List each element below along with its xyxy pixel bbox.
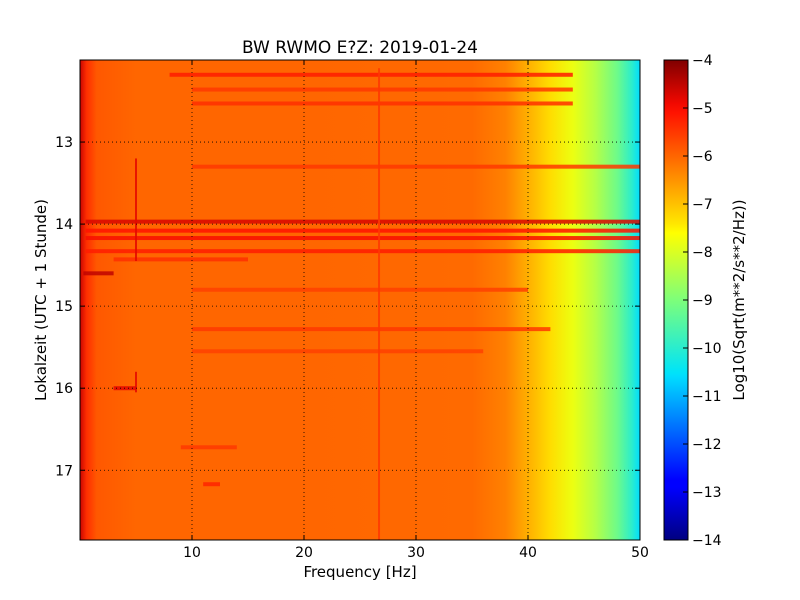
y-tick-label: 17 xyxy=(55,463,73,479)
spectrogram-vertical-line xyxy=(378,68,381,540)
colorbar-tick-label: −14 xyxy=(692,533,722,549)
spectrogram-band xyxy=(180,445,237,450)
y-tick-label: 13 xyxy=(55,135,73,151)
spectrogram-band xyxy=(83,271,114,276)
spectrogram-band xyxy=(113,257,248,262)
spectrogram-band xyxy=(85,219,640,224)
colorbar-tick-label: −13 xyxy=(692,485,722,501)
x-tick-label: 40 xyxy=(519,545,537,561)
grid-lines xyxy=(80,60,640,540)
colorbar-tick-label: −8 xyxy=(692,245,713,261)
y-axis-label: Lokalzeit (UTC + 1 Stunde) xyxy=(32,199,50,401)
colorbar-tick-label: −4 xyxy=(692,53,713,69)
x-axis-label: Frequency [Hz] xyxy=(303,563,416,581)
colorbar-label: Log10(Sqrt(m**2/s**2/Hz)) xyxy=(730,199,748,400)
y-axis-ticks: 13 14 15 16 17 xyxy=(55,135,640,479)
x-axis-ticks: 10 20 30 40 50 xyxy=(183,60,649,561)
chart-title: BW RWMO E?Z: 2019-01-24 xyxy=(242,38,478,58)
colorbar-tick-label: −6 xyxy=(692,149,713,165)
spectrogram-vertical-line xyxy=(135,158,137,262)
spectrogram-background xyxy=(80,60,640,540)
colorbar-tick-label: −7 xyxy=(692,197,713,213)
spectrogram-band xyxy=(85,249,640,254)
spectrogram-band xyxy=(192,327,551,332)
spectrogram-band xyxy=(85,236,640,241)
x-tick-label: 20 xyxy=(295,545,313,561)
colorbar-tick-label: −12 xyxy=(692,437,722,453)
spectrogram-field xyxy=(80,60,640,540)
spectrogram-band xyxy=(192,287,528,292)
spectrogram-band xyxy=(192,87,573,92)
plot-area xyxy=(80,60,640,540)
spectrogram-band xyxy=(192,164,640,169)
y-tick-label: 14 xyxy=(55,217,73,233)
spectrogram-band xyxy=(192,101,573,106)
colorbar-ticks: −4 −5 −6 −7 −8 −9 −10 −11 −12 −13 −14 xyxy=(683,53,722,549)
y-tick-label: 16 xyxy=(55,381,73,397)
spectrogram-vertical-line xyxy=(135,371,137,393)
colorbar-tick-label: −11 xyxy=(692,389,722,405)
spectrogram-band xyxy=(169,72,573,77)
spectrogram-band xyxy=(85,228,640,233)
colorbar-tick-label: −10 xyxy=(692,341,722,357)
colorbar-tick-label: −9 xyxy=(692,293,713,309)
spectrogram-band xyxy=(192,349,484,354)
x-tick-label: 10 xyxy=(183,545,201,561)
colorbar-tick-label: −5 xyxy=(692,101,713,117)
spectrogram-bands xyxy=(83,68,640,540)
x-tick-label: 50 xyxy=(631,545,649,561)
spectrogram-band xyxy=(203,482,220,487)
plot-frame xyxy=(79,59,641,541)
x-tick-label: 30 xyxy=(407,545,425,561)
y-tick-label: 15 xyxy=(55,299,73,315)
